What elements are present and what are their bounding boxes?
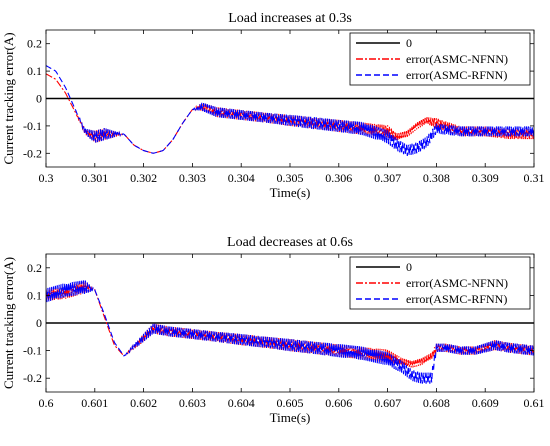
x-tick-label: 0.305: [277, 171, 304, 185]
y-tick-label: -0.1: [23, 119, 42, 133]
y-tick-label: 0.1: [27, 64, 42, 78]
x-tick-label: 0.608: [423, 396, 450, 410]
x-tick-label: 0.604: [228, 396, 255, 410]
y-tick-label: 0: [36, 92, 42, 106]
legend-label: error(ASMC-RFNN): [406, 68, 507, 82]
x-axis-label: Time(s): [270, 185, 311, 200]
y-tick-label: 0.2: [27, 37, 42, 51]
x-tick-label: 0.601: [81, 396, 108, 410]
x-tick-label: 0.606: [325, 396, 352, 410]
x-axis-label: Time(s): [270, 410, 311, 425]
legend-label: 0: [406, 260, 412, 274]
bottom-chart-panel: 0.6 0.601 0.602 0.603 0.604 0.605 0.606 0.607 0.…: [1, 235, 545, 425]
y-tick-label: 0: [36, 316, 42, 330]
chart-title: Load decreases at 0.6s: [227, 235, 353, 250]
x-tick-label: 0.307: [374, 171, 401, 185]
y-tick-label: 0.2: [27, 261, 42, 275]
x-tick-label: 0.304: [228, 171, 255, 185]
x-tick-label: 0.602: [130, 396, 157, 410]
x-tick-label: 0.603: [179, 396, 206, 410]
x-tick-label: 0.607: [374, 396, 401, 410]
y-tick-label: 0.1: [27, 288, 42, 302]
x-tick-label: 0.6: [39, 396, 54, 410]
y-axis-label: Current tracking error(A): [1, 32, 16, 164]
x-tick-label: 0.609: [472, 396, 499, 410]
x-tick-label: 0.3: [39, 171, 54, 185]
x-tick-label: 0.303: [179, 171, 206, 185]
x-tick-label: 0.302: [130, 171, 157, 185]
chart-title: Load increases at 0.3s: [228, 11, 352, 26]
x-tick-label: 0.301: [81, 171, 108, 185]
x-tick-label: 0.309: [472, 171, 499, 185]
x-tick-label: 0.605: [277, 396, 304, 410]
x-tick-label: 0.306: [325, 171, 352, 185]
legend-label: error(ASMC-NFNN): [406, 276, 508, 290]
series-line-asmc-rfnn: [46, 280, 534, 384]
y-tick-label: -0.2: [23, 371, 42, 385]
legend: 0 error(ASMC-NFNN) error(ASMC-RFNN): [349, 256, 531, 310]
legend-label: 0: [406, 36, 412, 50]
x-tick-label: 0.61: [524, 396, 545, 410]
x-tick-label: 0.308: [423, 171, 450, 185]
y-tick-label: -0.2: [23, 146, 42, 160]
legend-label: error(ASMC-NFNN): [406, 52, 508, 66]
series-line-asmc-rfnn: [46, 65, 534, 157]
y-axis-label: Current tracking error(A): [1, 257, 16, 389]
series-group: [46, 280, 534, 384]
x-tick-label: 0.31: [524, 171, 545, 185]
top-chart-panel: 0.3 0.301 0.302 0.303 0.304 0.305 0.306 0.307 0.…: [1, 11, 545, 200]
legend: 0 error(ASMC-NFNN) error(ASMC-RFNN): [349, 32, 531, 86]
legend-label: error(ASMC-RFNN): [406, 292, 507, 306]
series-group: [46, 65, 534, 157]
y-tick-label: -0.1: [23, 344, 42, 358]
